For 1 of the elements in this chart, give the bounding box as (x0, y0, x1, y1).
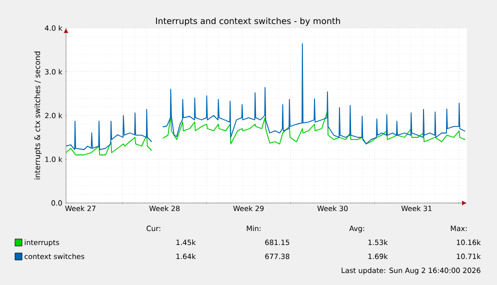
chart-title: Interrupts and context switches - by month (156, 18, 340, 26)
